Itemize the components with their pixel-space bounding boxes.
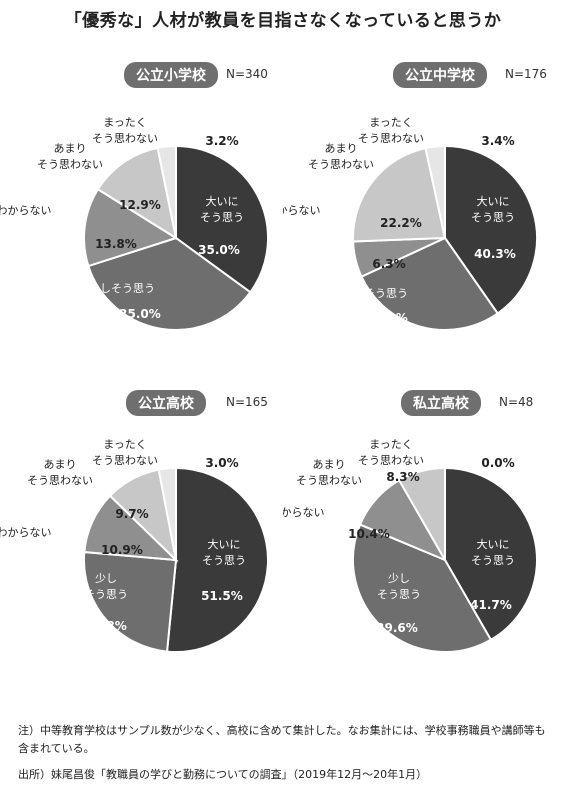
pie-slice-not-much	[352, 146, 447, 243]
pie-panel-1: 公立小学校 N=340 大いにそう思う 35.0% 少しそう思う 35.0% わからない 13…	[0, 62, 269, 331]
sample-size-label: N=176	[505, 67, 547, 81]
slice-percentage: 9.7%	[115, 507, 148, 521]
pie-panel-4: 私立高校 N=48 大いにそう思う 41.7% 少しそう思う 39.6% わからない 10.4…	[283, 0, 566, 800]
slice-percentage: 8.3%	[386, 470, 419, 484]
slice-percentage: 10.4%	[348, 527, 390, 541]
slice-label: あまりそう思わない	[308, 142, 374, 171]
pie-slice-not-much	[397, 466, 446, 564]
slice-percentage: 6.3%	[372, 257, 405, 271]
source-text: 出所）妹尾昌俊「教職員の学びと勤務についての調査」（2019年12月〜20年1月…	[18, 768, 428, 781]
pie-slice-not-at-all	[157, 466, 177, 561]
slice-percentage: 51.5%	[201, 589, 243, 603]
slice-percentage: 3.4%	[481, 134, 514, 148]
slice-label: わからない	[283, 506, 325, 519]
slice-percentage: 3.0%	[205, 456, 238, 470]
pie-slice-somewhat-agree	[352, 523, 493, 653]
slice-label: あまりそう思わない	[37, 142, 103, 171]
slice-percentage: 24.8%	[85, 619, 127, 633]
slice-percentage: 12.9%	[119, 198, 161, 212]
pie-slice-somewhat-agree	[83, 550, 178, 653]
pie-slice-dont-know	[83, 187, 179, 268]
slice-label: 大いにそう思う	[471, 537, 515, 567]
school-type-badge: 公立高校	[126, 390, 206, 416]
school-type-badge: 公立中学校	[393, 62, 487, 88]
slice-percentage: 40.3%	[474, 247, 516, 261]
slice-percentage: 10.9%	[101, 543, 143, 557]
slice-percentage: 39.6%	[376, 621, 418, 635]
chart-title: 「優秀な」人材が教員を目指さなくなっていると思うか	[64, 11, 502, 31]
slice-label: まったくそう思わない	[358, 438, 424, 467]
slice-label: わからない	[0, 526, 52, 539]
slice-percentage: 22.2%	[380, 216, 422, 230]
pie-slice-not-at-all	[424, 144, 446, 239]
slice-percentage: 0.0%	[481, 456, 514, 470]
slice-label: わからない	[0, 204, 52, 217]
school-type-badge: 公立小学校	[124, 62, 218, 88]
slice-percentage: 3.2%	[205, 134, 238, 148]
footnotes: 注）中等教育学校はサンプル数が少なく、高校に含めて集計した。なお集計には、学校事…	[18, 722, 548, 784]
slice-percentage: 41.7%	[470, 598, 512, 612]
pie-chart-svg: 大いにそう思う 41.7% 少しそう思う 39.6% わからない 10.4% あまりそう思わ…	[283, 438, 538, 653]
slice-percentage: 35.0%	[119, 307, 161, 321]
slice-percentage: 13.8%	[95, 237, 137, 251]
slice-label: 少しそう思う	[342, 287, 408, 300]
pie-slice-strongly-agree	[444, 466, 538, 642]
slice-label: 少しそう思う	[377, 572, 421, 601]
slice-percentage: 27.8%	[366, 311, 408, 325]
slice-label: あまりそう思わない	[27, 458, 93, 487]
slice-label: あまりそう思わない	[296, 458, 362, 487]
school-type-badge: 私立高校	[401, 390, 481, 416]
slice-label: 少しそう思う	[89, 282, 155, 295]
slice-label: 大いにそう思う	[200, 194, 244, 224]
slice-label: まったくそう思わない	[92, 116, 158, 145]
pie-chart-svg: 大いにそう思う 40.3% 少しそう思う 27.8% わからない 6.3% あまりそう思わな…	[283, 116, 538, 331]
pie-slice-not-at-all	[156, 144, 177, 239]
pie-slice-strongly-agree	[444, 144, 538, 315]
sample-size-label: N=165	[226, 395, 268, 409]
pie-slice-not-much	[96, 146, 178, 241]
note-text: 注）中等教育学校はサンプル数が少なく、高校に含めて集計した。なお集計には、学校事…	[18, 724, 546, 755]
pie-slice-strongly-agree	[175, 144, 269, 294]
slice-label: 少しそう思う	[84, 572, 128, 601]
slice-label: まったくそう思わない	[92, 438, 158, 467]
sample-size-label: N=340	[226, 67, 268, 81]
pie-panel-3: 公立高校 N=165 大いにそう思う 51.5% 少しそう思う 24.8% わからない 10.…	[0, 390, 269, 653]
slice-label: まったくそう思わない	[358, 116, 424, 145]
slice-label: 大いにそう思う	[471, 194, 515, 224]
pie-chart-svg: 大いにそう思う 35.0% 少しそう思う 35.0% わからない 13.8% あまりそう思わ…	[0, 116, 269, 331]
pie-slice-strongly-agree	[165, 466, 269, 653]
slice-label: わからない	[283, 204, 321, 217]
pie-slice-somewhat-agree	[87, 236, 252, 331]
slice-label: 大いにそう思う	[202, 537, 246, 567]
pie-chart-svg: 大いにそう思う 51.5% 少しそう思う 24.8% わからない 10.9% あまりそう思わ…	[0, 438, 269, 653]
slice-percentage: 35.0%	[198, 243, 240, 257]
sample-size-label: N=48	[499, 395, 534, 409]
pie-panel-2: 公立中学校 N=176 大いにそう思う 40.3% 少しそう思う 27.8% わからない 6.…	[283, 0, 566, 800]
